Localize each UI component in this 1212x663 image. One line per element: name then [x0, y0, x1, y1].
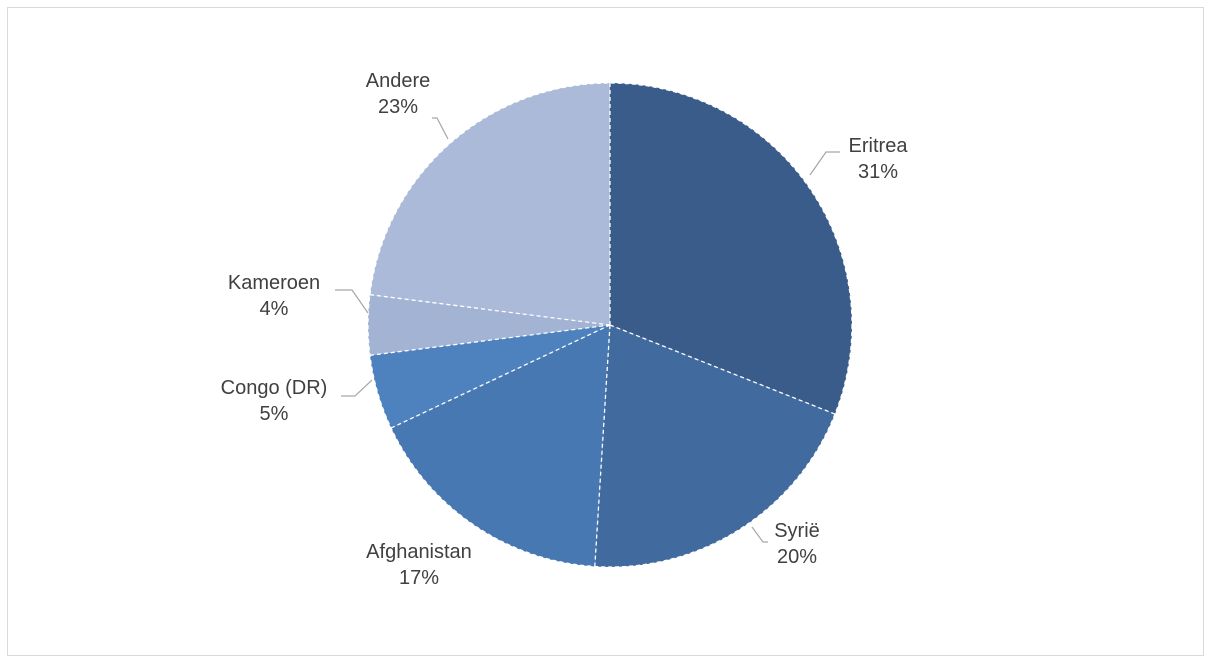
- leader-line: [432, 117, 449, 140]
- slice-label: Eritrea: [849, 135, 909, 157]
- slice-value-label: 31%: [858, 161, 898, 183]
- slice-separator: [369, 324, 611, 356]
- leader-line: [341, 379, 373, 397]
- pie-slice-syri: [594, 325, 836, 567]
- slice-label: Kameroen: [228, 272, 320, 294]
- slice-label: Afghanistan: [366, 541, 472, 563]
- pie-slice-andere: [369, 83, 610, 325]
- slice-separator: [369, 294, 611, 326]
- slice-value-label: 4%: [260, 298, 289, 320]
- leader-line: [335, 289, 369, 314]
- pie-outline: [367, 82, 853, 568]
- leader-line: [809, 151, 840, 176]
- leader-lines: [335, 117, 840, 543]
- leader-line: [751, 526, 768, 543]
- data-labels: Eritrea 31% Syrië 20% Afghanistan 17% Congo (D…: [221, 70, 909, 589]
- slice-separator: [594, 324, 611, 567]
- pie-slice-kameroen: [367, 294, 610, 356]
- slice-label: Andere: [366, 70, 431, 92]
- slice-label: Congo (DR): [221, 377, 328, 399]
- pie-slice-afghanistan: [391, 325, 610, 567]
- slice-value-label: 20%: [777, 546, 817, 568]
- slice-value-label: 5%: [260, 403, 289, 425]
- slice-separator: [390, 324, 611, 429]
- pie-slice-congo-dr: [369, 325, 610, 429]
- slice-value-label: 17%: [399, 567, 439, 589]
- slice-separator: [609, 324, 836, 415]
- pie-slices: [367, 82, 853, 568]
- slice-value-label: 23%: [378, 96, 418, 118]
- slice-label: Syrië: [774, 520, 820, 542]
